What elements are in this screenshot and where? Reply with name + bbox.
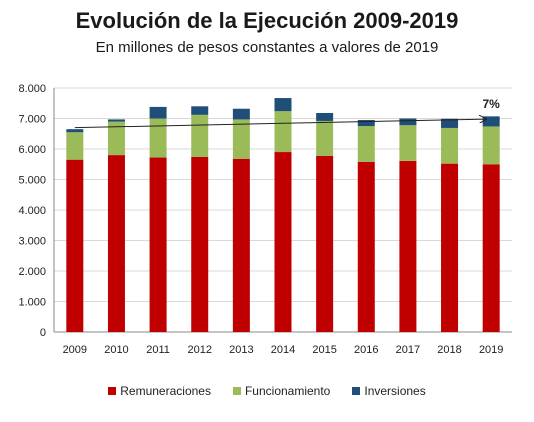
bar-funcionamiento-2015 <box>316 120 334 157</box>
bar-remuneraciones-2016 <box>357 161 375 332</box>
legend-swatch <box>108 387 117 395</box>
y-tick-label: 7.000 <box>18 114 46 126</box>
bar-remuneraciones-2013 <box>232 158 250 332</box>
bar-inversiones-2013 <box>232 108 250 120</box>
bar-remuneraciones-2015 <box>316 156 334 332</box>
y-tick-label: 1.000 <box>18 297 46 309</box>
bar-funcionamiento-2019 <box>482 126 500 165</box>
y-tick-label: 6.000 <box>18 144 46 156</box>
bar-remuneraciones-2012 <box>191 156 209 332</box>
bar-remuneraciones-2011 <box>149 157 167 332</box>
bar-chart: 0 1.000 2.000 3.000 4.000 5.000 6.000 7.000 8.00… <box>18 83 512 356</box>
legend-label: Inversiones <box>364 384 426 398</box>
x-tick-label: 2011 <box>146 344 170 356</box>
bar-funcionamiento-2014 <box>274 111 292 153</box>
x-tick-label: 2019 <box>479 344 503 356</box>
chart-title: Evolución de la Ejecución 2009-2019 <box>75 8 459 33</box>
legend-label: Remuneraciones <box>120 384 211 398</box>
x-tick-label: 2016 <box>354 344 378 356</box>
growth-annotation: 7% <box>483 97 501 111</box>
bar-inversiones-2011 <box>149 106 167 119</box>
legend-swatch <box>352 387 361 395</box>
y-tick-label: 8.000 <box>18 83 46 95</box>
x-tick-label: 2012 <box>187 344 211 356</box>
x-tick-label: 2018 <box>437 344 461 356</box>
bar-funcionamiento-2018 <box>441 127 459 164</box>
legend-item-inversiones: Inversiones <box>352 384 426 398</box>
x-tick-label: 2015 <box>312 344 336 356</box>
bar-inversiones-2014 <box>274 98 292 112</box>
bar-inversiones-2019 <box>482 116 500 127</box>
bar-inversiones-2012 <box>191 106 209 115</box>
bar-funcionamiento-2013 <box>232 119 250 159</box>
y-tick-label: 5.000 <box>18 175 46 187</box>
legend: Remuneraciones Funcionamiento Inversiones <box>0 384 534 398</box>
bar-remuneraciones-2009 <box>66 159 84 332</box>
bar-funcionamiento-2017 <box>399 125 417 161</box>
bar-funcionamiento-2012 <box>191 114 209 157</box>
bar-funcionamiento-2009 <box>66 132 84 160</box>
chart-subtitle: En millones de pesos constantes a valore… <box>95 39 439 56</box>
x-tick-label: 2010 <box>104 344 128 356</box>
bar-funcionamiento-2016 <box>357 126 375 162</box>
legend-item-funcionamiento: Funcionamiento <box>232 384 331 398</box>
bar-inversiones-2010 <box>107 119 125 122</box>
bar-funcionamiento-2010 <box>107 121 125 156</box>
y-tick-label: 4.000 <box>18 205 46 217</box>
x-tick-label: 2013 <box>229 344 253 356</box>
bar-remuneraciones-2017 <box>399 160 417 332</box>
bar-inversiones-2017 <box>399 118 417 126</box>
legend-swatch <box>232 387 241 395</box>
y-tick-label: 3.000 <box>18 236 46 248</box>
bar-remuneraciones-2018 <box>441 163 459 332</box>
x-tick-label: 2014 <box>271 344 295 356</box>
bar-funcionamiento-2011 <box>149 118 167 158</box>
bar-inversiones-2015 <box>316 113 334 121</box>
bar-inversiones-2016 <box>357 120 375 127</box>
y-tick-label: 0 <box>40 327 46 339</box>
x-tick-label: 2009 <box>63 344 87 356</box>
legend-item-remuneraciones: Remuneraciones <box>108 384 211 398</box>
bar-inversiones-2009 <box>66 129 84 133</box>
bar-remuneraciones-2014 <box>274 152 292 332</box>
bar-inversiones-2018 <box>441 118 459 128</box>
trend-arrow <box>74 119 486 129</box>
bar-remuneraciones-2010 <box>107 155 125 332</box>
y-tick-label: 2.000 <box>18 266 46 278</box>
legend-label: Funcionamiento <box>244 384 331 398</box>
x-tick-label: 2017 <box>396 344 420 356</box>
bar-remuneraciones-2019 <box>482 164 500 332</box>
